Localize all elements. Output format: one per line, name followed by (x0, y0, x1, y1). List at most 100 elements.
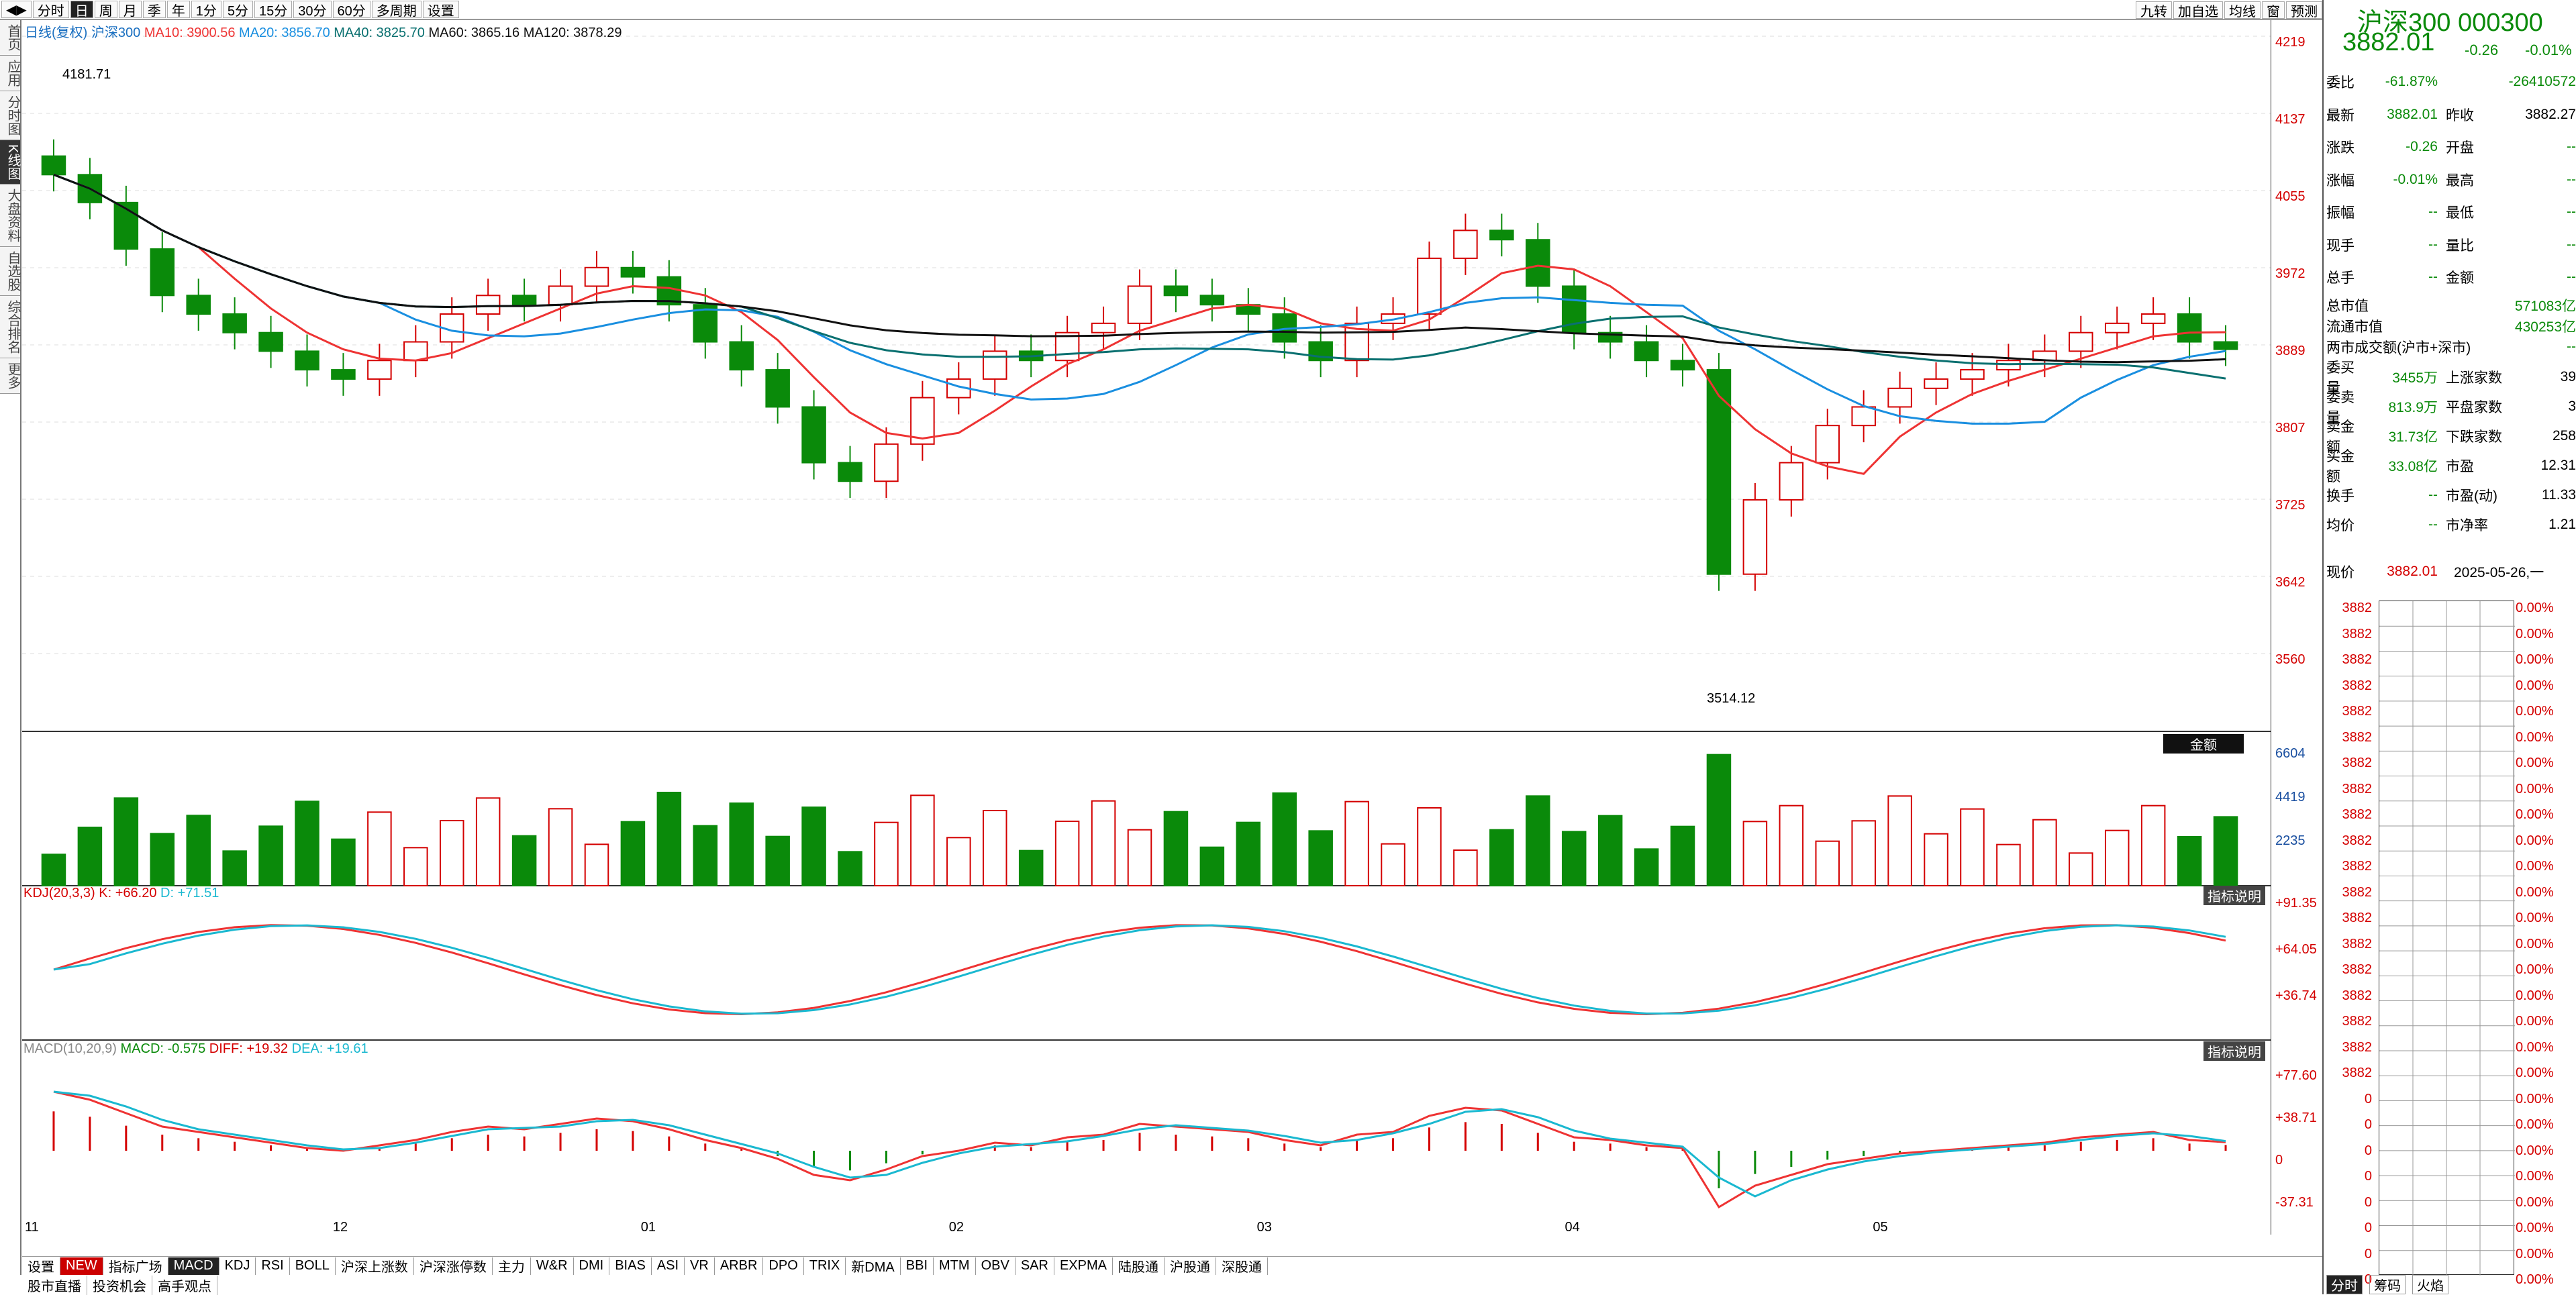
volume-bar-8 (331, 838, 356, 886)
quote-label-1: 最新 (2326, 107, 2355, 123)
volume-bar-26 (983, 810, 1007, 886)
candle-body-59 (2177, 313, 2202, 343)
volume-bar-51 (1887, 795, 1912, 887)
period-tab-7[interactable]: 5分 (222, 1, 254, 19)
indicator-tab-18[interactable]: 新DMA (846, 1257, 901, 1275)
indicator-tab-12[interactable]: BIAS (609, 1257, 652, 1275)
period-tab-10[interactable]: 60分 (332, 1, 370, 19)
macd-help-button[interactable]: 指标说明 (2203, 1041, 2265, 1061)
indicator-tab-3[interactable]: MACD (168, 1257, 219, 1275)
period-tab-12[interactable]: 设置 (422, 1, 459, 19)
toolbar-right-item-0[interactable]: 九转 (2136, 1, 2172, 19)
indicator-tab-2[interactable]: 指标广场 (103, 1257, 168, 1275)
order-value2-2: 258 (2552, 428, 2576, 444)
period-tab-0[interactable]: 分时 (32, 1, 69, 19)
indicator-tab-0[interactable]: 设置 (22, 1257, 60, 1275)
indicator-tab-10[interactable]: W&R (531, 1257, 574, 1275)
volume-tag[interactable]: 金额 (2163, 734, 2244, 754)
left-nav-item-7[interactable]: 更多 (0, 358, 20, 395)
ma10-label: MA10: 3900.56 (144, 25, 236, 40)
indicator-tab-21[interactable]: OBV (976, 1257, 1015, 1275)
left-nav-item-5[interactable]: 自选股 (0, 247, 20, 297)
indicator-tab-7[interactable]: 沪深上涨数 (336, 1257, 414, 1275)
depth-price-14: 3882 (2342, 962, 2373, 977)
indicator-tab-22[interactable]: SAR (1015, 1257, 1054, 1275)
toolbar-right-item-1[interactable]: 加自选 (2173, 1, 2223, 19)
mkt-label-0: 总市值 (2326, 299, 2369, 314)
depth-pct-26: 0.00% (2516, 1272, 2554, 1287)
indicator-tab-25[interactable]: 沪股通 (1165, 1257, 1216, 1275)
toolbar-right-item-4[interactable]: 预测 (2286, 1, 2322, 19)
bottom-link-2[interactable]: 高手观点 (152, 1275, 217, 1295)
left-nav-item-4[interactable]: 大盘资料 (0, 185, 20, 248)
panel-tab-1[interactable]: 筹码 (2369, 1275, 2406, 1294)
indicator-tab-6[interactable]: BOLL (290, 1257, 336, 1275)
mkt-row-1: 流通市值 430253亿 (2326, 316, 2576, 336)
toolbar-arrow-icon[interactable]: ◀▶ (1, 1, 32, 18)
indicator-tab-19[interactable]: BBI (901, 1257, 934, 1275)
now-label: 现价 (2326, 565, 2355, 580)
ma60-line (53, 173, 2226, 364)
left-nav-item-2[interactable]: 分时图 (0, 91, 20, 140)
macd-dea-line (53, 1090, 2226, 1198)
period-tab-9[interactable]: 30分 (293, 1, 332, 19)
indicator-tab-13[interactable]: ASI (652, 1257, 685, 1275)
panel-tab-0[interactable]: 分时 (2326, 1275, 2363, 1294)
period-tab-6[interactable]: 1分 (191, 1, 221, 19)
left-nav-item-3[interactable]: K线图 (0, 140, 20, 185)
period-tab-2[interactable]: 周 (94, 1, 117, 19)
mkt-value-2: -- (2567, 339, 2576, 354)
quote-label2-2: 开盘 (2446, 140, 2474, 156)
candle-body-39 (1453, 229, 1478, 259)
bottom-link-0[interactable]: 股市直播 (22, 1275, 87, 1295)
depth-price-12: 3882 (2342, 911, 2373, 925)
kdj-help-button[interactable]: 指标说明 (2203, 886, 2265, 905)
candle-body-49 (1815, 425, 1840, 464)
toolbar-right-item-2[interactable]: 均线 (2224, 1, 2261, 19)
candle-body-2 (113, 201, 139, 250)
order-row-2: 卖金额 31.73亿 下跌家数 258 (2326, 419, 2576, 455)
bottom-link-1[interactable]: 投资机会 (87, 1275, 152, 1295)
period-tab-8[interactable]: 15分 (254, 1, 293, 19)
depth-price-26: 0 (2364, 1272, 2372, 1287)
indicator-tab-1[interactable]: NEW (60, 1257, 103, 1275)
period-tab-3[interactable]: 月 (118, 1, 142, 19)
period-tab-4[interactable]: 季 (142, 1, 166, 19)
indicator-tab-23[interactable]: EXPMA (1054, 1257, 1113, 1275)
left-nav-item-6[interactable]: 综合排名 (0, 296, 20, 359)
quote-date: 2025-05-26,一 (2454, 565, 2544, 580)
volume-bar-18 (693, 825, 718, 886)
volume-bar-27 (1018, 849, 1044, 886)
period-tab-1[interactable]: 日 (70, 1, 93, 19)
indicator-tab-14[interactable]: VR (685, 1257, 715, 1275)
left-nav-item-0[interactable]: 首页 (0, 20, 20, 56)
candle-body-15 (584, 266, 609, 287)
volume-bar-3 (150, 833, 175, 887)
indicator-tab-4[interactable]: KDJ (219, 1257, 256, 1275)
volume-bar-43 (1597, 815, 1623, 886)
indicator-tab-5[interactable]: RSI (256, 1257, 290, 1275)
indicator-tab-8[interactable]: 沪深涨停数 (414, 1257, 493, 1275)
indicator-tab-15[interactable]: ARBR (715, 1257, 764, 1275)
kline-chart[interactable]: 11 12 01 02 03 04 05 (22, 20, 2271, 1235)
left-nav-item-1[interactable]: 应用 (0, 56, 20, 91)
depth-pct-13: 0.00% (2516, 936, 2554, 951)
toolbar-right-item-3[interactable]: 窗 (2262, 1, 2285, 19)
volume-tick-0: 6604 (2275, 746, 2306, 761)
candle-body-10 (403, 341, 428, 362)
period-tab-11[interactable]: 多周期 (371, 1, 422, 19)
indicator-tab-20[interactable]: MTM (934, 1257, 976, 1275)
quote-value-1: 3882.01 (2387, 106, 2438, 122)
indicator-tab-24[interactable]: 陆股通 (1113, 1257, 1165, 1275)
indicator-tab-16[interactable]: DPO (763, 1257, 804, 1275)
indicator-tab-17[interactable]: TRIX (804, 1257, 846, 1275)
indicator-tab-11[interactable]: DMI (574, 1257, 610, 1275)
indicator-tab-9[interactable]: 主力 (493, 1257, 531, 1275)
period-tab-5[interactable]: 年 (166, 1, 190, 19)
volume-bar-40 (1489, 829, 1514, 886)
kdj-tick-0: +91.35 (2275, 896, 2317, 911)
panel-tab-2[interactable]: 火焰 (2412, 1275, 2448, 1294)
indicator-tab-26[interactable]: 深股通 (1216, 1257, 1268, 1275)
price-tick-7: 3642 (2275, 575, 2306, 590)
chart-area[interactable]: 11 12 01 02 03 04 05 日线(复权) 沪深300 MA10: 3900.5… (22, 20, 2271, 1235)
